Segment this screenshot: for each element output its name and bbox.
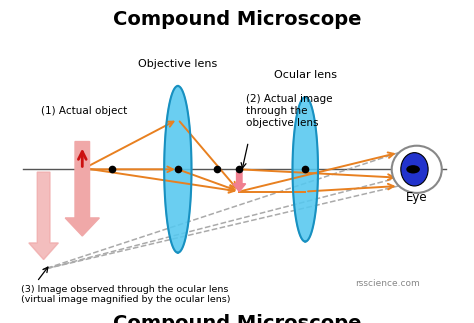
Text: Compound Microscope: Compound Microscope [113, 314, 361, 323]
Text: Objective lens: Objective lens [138, 59, 218, 69]
FancyArrow shape [65, 141, 100, 236]
Text: Ocular lens: Ocular lens [274, 70, 337, 80]
Polygon shape [164, 86, 191, 253]
Polygon shape [292, 97, 318, 242]
FancyArrow shape [29, 172, 58, 260]
Circle shape [406, 165, 420, 173]
Text: Compound Microscope: Compound Microscope [113, 10, 361, 29]
Ellipse shape [401, 153, 428, 186]
Text: (2) Actual image
through the
objective lens: (2) Actual image through the objective l… [246, 94, 333, 128]
Ellipse shape [392, 146, 442, 193]
FancyArrow shape [233, 172, 246, 192]
Text: (1) Actual object: (1) Actual object [41, 106, 128, 116]
Text: (3) Image observed through the ocular lens
(virtual image magnified by the ocula: (3) Image observed through the ocular le… [21, 285, 230, 304]
Text: Eye: Eye [406, 191, 428, 204]
Text: rsscience.com: rsscience.com [356, 279, 420, 288]
